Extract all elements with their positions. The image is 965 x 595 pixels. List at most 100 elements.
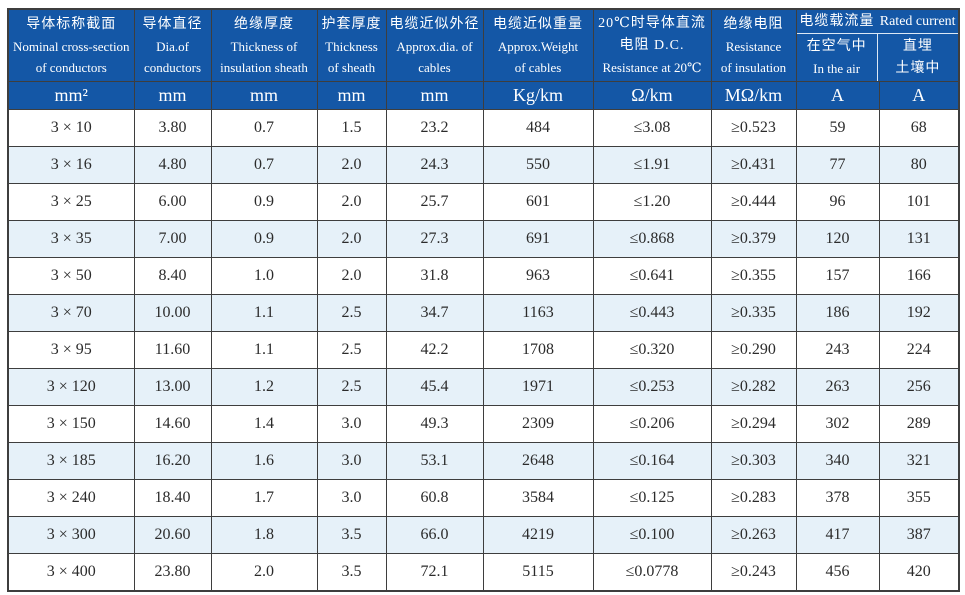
table-row: 3 × 16 4.80 0.7 2.0 24.3 550 ≤1.91 ≥0.431 77 80 bbox=[7, 146, 960, 184]
table-cell: 4.80 bbox=[133, 146, 212, 184]
header-line-en: insulation sheath bbox=[220, 59, 308, 75]
table-cell: 31.8 bbox=[385, 257, 484, 295]
table-cell: 2.0 bbox=[316, 146, 387, 184]
table-cell: 3 × 120 bbox=[7, 368, 135, 406]
table-cell: 42.2 bbox=[385, 331, 484, 369]
table-cell: 166 bbox=[878, 257, 960, 295]
table-cell: ≥0.431 bbox=[710, 146, 797, 184]
table-cell: ≤0.868 bbox=[592, 220, 712, 258]
table-cell: 77 bbox=[795, 146, 880, 184]
table-cell: 3.0 bbox=[316, 442, 387, 480]
table-cell: 66.0 bbox=[385, 516, 484, 554]
header-line-en: Resistance bbox=[725, 38, 782, 54]
unit-cell: A bbox=[878, 81, 960, 110]
header-line-zh: 20℃时导体直流 bbox=[598, 16, 706, 31]
table-cell: 23.80 bbox=[133, 553, 212, 592]
header-line-en: of cables bbox=[514, 59, 562, 75]
cable-spec-table: 导体标称截面 Nominal cross-section of conducto… bbox=[7, 8, 961, 592]
table-cell: 45.4 bbox=[385, 368, 484, 406]
header-line-en: of sheath bbox=[327, 59, 376, 75]
table-cell: 963 bbox=[482, 257, 594, 295]
table-cell: 18.40 bbox=[133, 479, 212, 517]
table-cell: 550 bbox=[482, 146, 594, 184]
table-cell: 2.5 bbox=[316, 294, 387, 332]
table-cell: ≤0.443 bbox=[592, 294, 712, 332]
table-cell: 420 bbox=[878, 553, 960, 592]
table-cell: ≤0.125 bbox=[592, 479, 712, 517]
table-cell: 2.5 bbox=[316, 368, 387, 406]
table-cell: ≥0.335 bbox=[710, 294, 797, 332]
table-cell: ≥0.283 bbox=[710, 479, 797, 517]
header-line-en: conductors bbox=[143, 59, 202, 75]
header-unit-row: mm² mm mm mm mm Kg/km Ω/km MΩ/km A A bbox=[7, 81, 960, 110]
table-cell: 321 bbox=[878, 442, 960, 480]
header-line-zh: 绝缘厚度 bbox=[234, 16, 294, 32]
table-cell: 289 bbox=[878, 405, 960, 443]
table-cell: 49.3 bbox=[385, 405, 484, 443]
table-cell: 3.5 bbox=[316, 516, 387, 554]
table-cell: 3 × 400 bbox=[7, 553, 135, 592]
table-row: 3 × 300 20.60 1.8 3.5 66.0 4219 ≤0.100 ≥0.263 41… bbox=[7, 516, 960, 554]
table-cell: 3 × 95 bbox=[7, 331, 135, 369]
table-cell: 3 × 25 bbox=[7, 183, 135, 221]
table-cell: 0.7 bbox=[210, 109, 318, 147]
col-header-buried: 直埋 土壤中 bbox=[878, 34, 958, 81]
table-cell: 16.20 bbox=[133, 442, 212, 480]
table-cell: 60.8 bbox=[385, 479, 484, 517]
header-line-zh: 直埋 bbox=[902, 38, 933, 54]
table-cell: 378 bbox=[795, 479, 880, 517]
table-cell: 1.1 bbox=[210, 294, 318, 332]
table-cell: ≥0.263 bbox=[710, 516, 797, 554]
header-line-zh: 电缆近似外径 bbox=[389, 16, 480, 32]
table-cell: 53.1 bbox=[385, 442, 484, 480]
table-cell: 3 × 150 bbox=[7, 405, 135, 443]
table-cell: 224 bbox=[878, 331, 960, 369]
table-cell: ≤0.641 bbox=[592, 257, 712, 295]
table-cell: 243 bbox=[795, 331, 880, 369]
header-line-en: of insulation bbox=[720, 59, 787, 75]
table-row: 3 × 120 13.00 1.2 2.5 45.4 1971 ≤0.253 ≥0.282 26… bbox=[7, 368, 960, 406]
table-cell: 3 × 240 bbox=[7, 479, 135, 517]
table-cell: 2.0 bbox=[316, 183, 387, 221]
table-cell: 5115 bbox=[482, 553, 594, 592]
header-line-en: Resistance at 20℃ bbox=[602, 60, 702, 75]
table-cell: 3 × 70 bbox=[7, 294, 135, 332]
table-cell: 192 bbox=[878, 294, 960, 332]
header-line-en: of conductors bbox=[35, 59, 107, 75]
table-cell: 1163 bbox=[482, 294, 594, 332]
table-cell: 263 bbox=[795, 368, 880, 406]
header-line-zh: 护套厚度 bbox=[321, 16, 382, 32]
table-cell: 1.5 bbox=[316, 109, 387, 147]
table-cell: 1971 bbox=[482, 368, 594, 406]
header-line-en: Dia.of bbox=[156, 38, 189, 54]
table-row: 3 × 150 14.60 1.4 3.0 49.3 2309 ≤0.206 ≥0.294 30… bbox=[7, 405, 960, 443]
table-cell: 417 bbox=[795, 516, 880, 554]
header-line-zh: 电缆近似重量 bbox=[493, 16, 583, 32]
table-cell: 3 × 300 bbox=[7, 516, 135, 554]
table-cell: 23.2 bbox=[385, 109, 484, 147]
table-cell: 456 bbox=[795, 553, 880, 592]
table-cell: ≤0.206 bbox=[592, 405, 712, 443]
unit-cell: mm bbox=[133, 81, 212, 110]
table-header: 导体标称截面 Nominal cross-section of conducto… bbox=[7, 8, 960, 110]
table-cell: 131 bbox=[878, 220, 960, 258]
header-line-en: Approx.dia. of bbox=[396, 38, 473, 54]
table-cell: ≤0.164 bbox=[592, 442, 712, 480]
table-cell: 3584 bbox=[482, 479, 594, 517]
table-cell: 302 bbox=[795, 405, 880, 443]
table-row: 3 × 185 16.20 1.6 3.0 53.1 2648 ≤0.164 ≥0.303 34… bbox=[7, 442, 960, 480]
table-cell: 2.0 bbox=[316, 257, 387, 295]
table-cell: ≤1.91 bbox=[592, 146, 712, 184]
unit-cell: MΩ/km bbox=[710, 81, 797, 110]
table-cell: 7.00 bbox=[133, 220, 212, 258]
header-line-en: Nominal cross-section bbox=[12, 38, 130, 54]
table-cell: 27.3 bbox=[385, 220, 484, 258]
table-cell: ≥0.444 bbox=[710, 183, 797, 221]
table-cell: 3 × 50 bbox=[7, 257, 135, 295]
table-row: 3 × 70 10.00 1.1 2.5 34.7 1163 ≤0.443 ≥0.335 186… bbox=[7, 294, 960, 332]
rated-current-title-en: Rated current bbox=[879, 14, 956, 29]
table-cell: 8.40 bbox=[133, 257, 212, 295]
rated-current-subheaders: 在空气中 In the air 直埋 土壤中 bbox=[797, 34, 958, 81]
table-cell: 1.0 bbox=[210, 257, 318, 295]
